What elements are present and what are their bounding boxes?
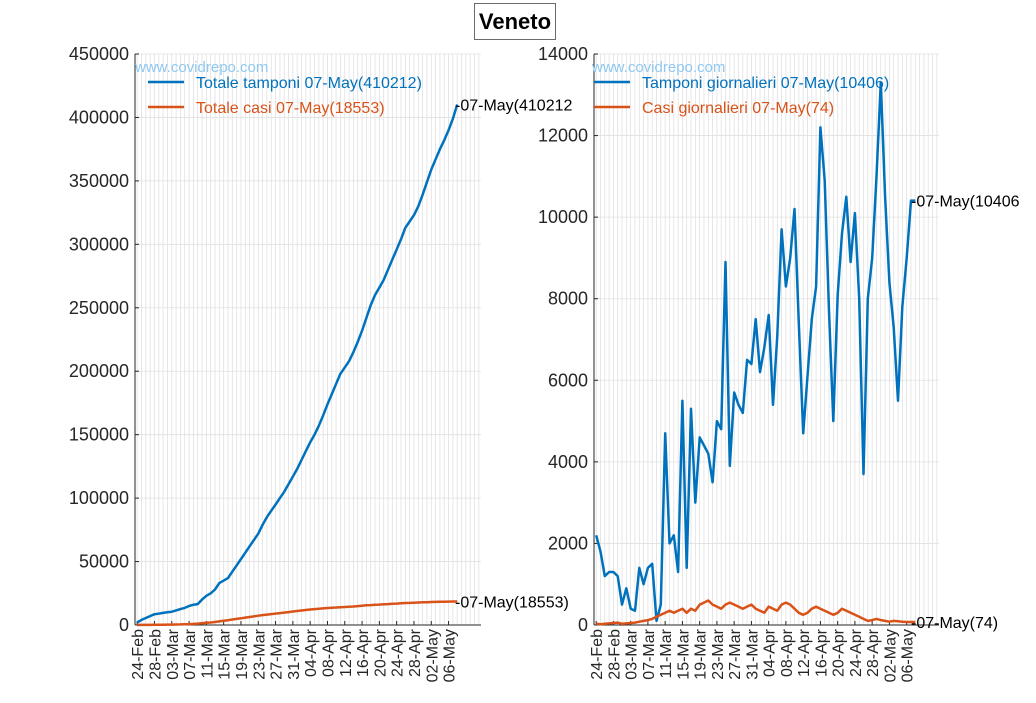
x-tick-label: 24-Apr	[390, 628, 407, 677]
x-tick-label: 19-Mar	[693, 628, 710, 679]
legend-label-0: Tamponi giornalieri 07-May(10406)	[642, 75, 889, 92]
y-tick-label: 50000	[79, 552, 129, 572]
watermark-text: www.covidrepo.com	[591, 59, 725, 76]
y-tick-label: 2000	[548, 533, 588, 553]
figure-title: Veneto	[474, 3, 556, 40]
end-label-1: -07-May(74)	[911, 615, 998, 632]
grid-lines	[594, 53, 939, 626]
x-tick-label: 24-Feb	[130, 629, 147, 680]
x-tick-label: 24-Feb	[589, 629, 606, 680]
series-line-0	[594, 81, 916, 623]
y-tick-label: 0	[578, 615, 588, 635]
x-tick-label: 19-Mar	[234, 628, 251, 679]
y-tick-label: 300000	[69, 234, 129, 254]
x-tick-label: 06-May	[900, 629, 917, 682]
x-tick-label: 12-Apr	[796, 628, 813, 677]
y-tick-label: 6000	[548, 370, 588, 390]
x-tick-label: 28-Apr	[865, 628, 882, 677]
x-tick-label: 04-Apr	[303, 628, 320, 677]
end-label-0: -07-May(410212	[455, 97, 573, 114]
watermark-text: www.covidrepo.com	[134, 59, 268, 76]
chart-left: 0 50000 100000 150000 200000 250000 300000 3500…	[69, 44, 573, 682]
x-tick-label: 20-Apr	[831, 628, 848, 677]
x-tick-label: 12-Apr	[338, 628, 355, 677]
end-label-1: -07-May(18553)	[455, 594, 569, 611]
y-tick-label: 100000	[69, 488, 129, 508]
x-tick-label: 11-Mar	[199, 628, 216, 678]
x-tick-label: 08-Apr	[320, 628, 337, 677]
x-tick-label: 16-Apr	[813, 628, 830, 677]
x-tick-label: 04-Apr	[762, 628, 779, 677]
x-tick-label: 07-Mar	[641, 628, 658, 679]
x-tick-label: 20-Apr	[372, 628, 389, 677]
y-tick-label: 400000	[69, 107, 129, 127]
end-label-0: -07-May(10406	[911, 194, 1020, 211]
x-tick-label: 28-Feb	[147, 629, 164, 680]
x-tick-label: 03-Mar	[165, 628, 182, 679]
x-tick-label: 11-Mar	[658, 628, 675, 678]
legend-label-1: Casi giornalieri 07-May(74)	[642, 100, 834, 117]
x-tick-label: 06-May	[442, 629, 459, 682]
x-tick-label: 27-Mar	[269, 628, 286, 679]
grid-lines	[135, 53, 481, 626]
y-tick-label: 350000	[69, 171, 129, 191]
y-tick-label: 150000	[69, 425, 129, 445]
x-tick-label: 02-May	[882, 629, 899, 682]
y-tick-label: 0	[119, 615, 129, 635]
x-tick-label: 23-Mar	[710, 628, 727, 679]
x-tick-label: 31-Mar	[286, 628, 303, 679]
x-tick-label: 31-Mar	[744, 628, 761, 679]
series-line-0	[136, 104, 459, 624]
x-tick-label: 15-Mar	[675, 628, 692, 679]
y-tick-label: 10000	[538, 207, 588, 227]
x-tick-label: 23-Mar	[251, 628, 268, 679]
x-tick-label: 28-Apr	[407, 628, 424, 677]
x-tick-label: 27-Mar	[727, 628, 744, 679]
x-tick-label: 28-Feb	[606, 629, 623, 680]
y-tick-label: 250000	[69, 298, 129, 318]
series-line-1	[137, 600, 458, 627]
x-tick-label: 02-May	[424, 629, 441, 682]
legend-label-0: Totale tamponi 07-May(410212)	[196, 75, 422, 92]
y-tick-label: 450000	[69, 44, 129, 64]
y-tick-label: 14000	[538, 44, 588, 64]
x-tick-label: 24-Apr	[848, 628, 865, 677]
y-tick-label: 200000	[69, 361, 129, 381]
x-tick-label: 08-Apr	[779, 628, 796, 677]
series-line-1	[596, 599, 916, 626]
x-tick-label: 03-Mar	[624, 628, 641, 679]
legend-label-1: Totale casi 07-May(18553)	[196, 100, 385, 117]
y-tick-label: 8000	[548, 289, 588, 309]
y-tick-label: 12000	[538, 126, 588, 146]
y-tick-label: 4000	[548, 452, 588, 472]
x-tick-label: 16-Apr	[355, 628, 372, 677]
x-tick-label: 07-Mar	[182, 628, 199, 679]
x-tick-label: 15-Mar	[217, 628, 234, 679]
